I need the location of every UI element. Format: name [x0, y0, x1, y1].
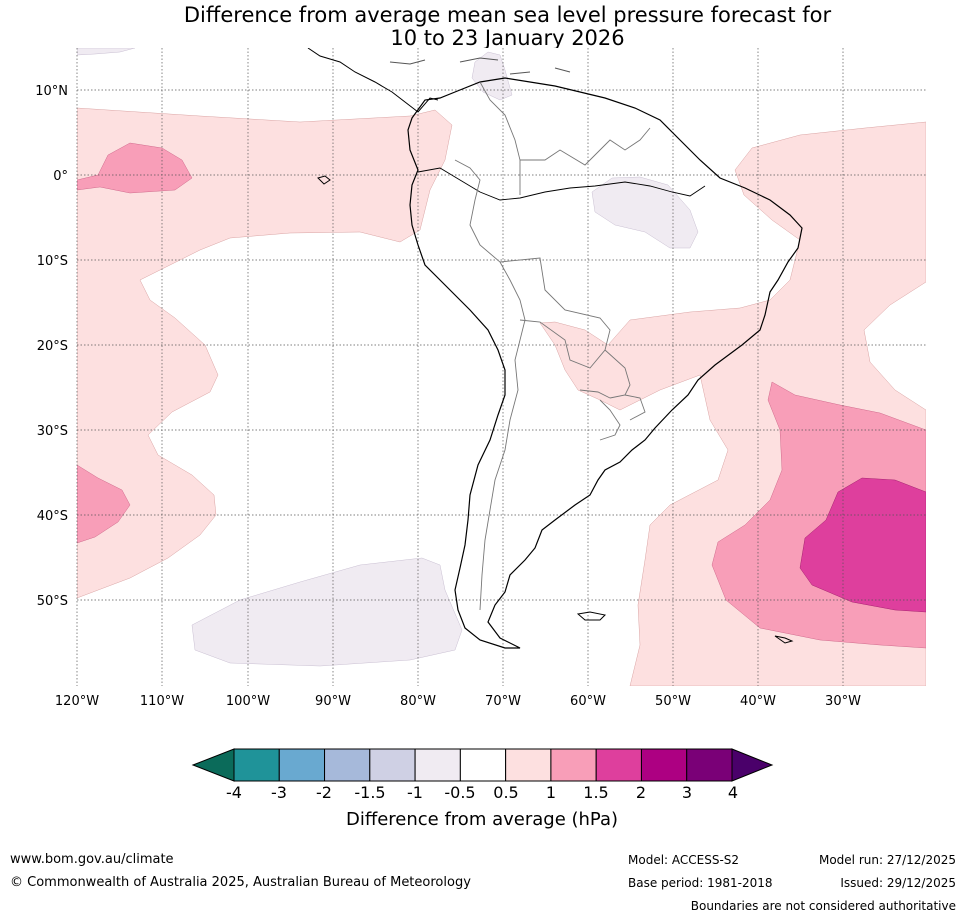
title-line-1: Difference from average mean sea level p… — [183, 3, 832, 27]
graticule — [76, 48, 926, 686]
latitude-labels: 10°N 0° 10°S 20°S 30°S 40°S 50°S — [35, 84, 68, 609]
falklands — [576, 611, 607, 621]
colorbar-tick: -1.5 — [354, 783, 385, 802]
anomaly-region-northwest-negative — [77, 48, 136, 56]
model-name: Model: ACCESS-S2 — [628, 853, 740, 867]
central-america-coastline — [307, 48, 439, 113]
boundary-disclaimer: Boundaries are not considered authoritat… — [690, 899, 956, 913]
colorbar-bin — [369, 748, 416, 782]
colorbar-bin — [324, 748, 371, 782]
model-run-date: Model run: 27/12/2025 — [818, 853, 956, 867]
colorbar-tick: 3 — [682, 783, 692, 802]
colorbar-tick: 2 — [636, 783, 646, 802]
colorbar-tick: 4 — [728, 783, 738, 802]
colorbar-bin — [640, 748, 688, 782]
lon-label: 90°W — [315, 694, 351, 709]
lon-label: 100°W — [226, 694, 270, 709]
colorbar-tick: 0.5 — [493, 783, 518, 802]
colorbar-tick-labels: -4 -3 -2 -1.5 -1 -0.5 0.5 1 1.5 2 3 4 — [226, 783, 738, 802]
colorbar-bin — [414, 748, 461, 782]
lon-label: 50°W — [655, 694, 691, 709]
caribbean-islands — [389, 57, 571, 75]
colorbar-bin — [278, 748, 326, 782]
map-title: Difference from average mean sea level p… — [0, 4, 965, 50]
anomaly-field — [77, 48, 926, 686]
anomaly-region-west-pacific — [77, 464, 131, 544]
colorbar-tick: 1.5 — [583, 783, 608, 802]
colorbar-over-arrow — [731, 748, 774, 782]
anomaly-region-southeast-pacific-negative — [191, 557, 463, 667]
anomaly-region-amazon-negative — [591, 176, 699, 249]
south-america-coastline — [407, 77, 803, 649]
colorbar-bin — [595, 748, 642, 782]
lat-label: 50°S — [37, 594, 68, 609]
country-borders — [454, 81, 651, 611]
lon-label: 70°W — [485, 694, 521, 709]
colorbar-tick: 1 — [546, 783, 556, 802]
galapagos — [317, 175, 331, 185]
base-period: Base period: 1981-2018 — [628, 876, 773, 890]
anomaly-region-caribbean-negative — [471, 51, 513, 101]
colorbar-tick: -3 — [271, 783, 287, 802]
colorbar-bin — [233, 748, 280, 782]
copyright-notice: © Commonwealth of Australia 2025, Austra… — [10, 875, 471, 890]
colorbar: -4 -3 -2 -1.5 -1 -0.5 0.5 1 1.5 2 3 4 Di… — [191, 748, 774, 830]
south-georgia — [774, 635, 794, 644]
colorbar-tick: -0.5 — [444, 783, 475, 802]
anomaly-region-south-atlantic-strong — [799, 477, 926, 613]
lon-label: 40°W — [740, 694, 776, 709]
issued-date: Issued: 29/12/2025 — [840, 876, 956, 890]
colorbar-tick: -1 — [407, 783, 423, 802]
colorbar-bin — [550, 748, 597, 782]
coastlines — [307, 48, 803, 649]
colorbar-label: Difference from average (hPa) — [346, 809, 618, 830]
colorbar-tick: -4 — [226, 783, 242, 802]
anomaly-region-equatorial-pacific — [77, 142, 193, 194]
lon-label: 120°W — [55, 694, 99, 709]
longitude-labels: 120°W 110°W 100°W 90°W 80°W 70°W 60°W 50… — [55, 694, 861, 709]
lon-label: 60°W — [570, 694, 606, 709]
website-link[interactable]: www.bom.gov.au/climate — [10, 852, 174, 867]
lon-label: 80°W — [400, 694, 436, 709]
colorbar-bin — [686, 748, 733, 782]
lat-label: 20°S — [37, 339, 68, 354]
colorbar-bins — [233, 748, 733, 782]
title-line-2: 10 to 23 January 2026 — [390, 26, 625, 50]
lat-label: 0° — [53, 169, 68, 184]
lon-label: 30°W — [825, 694, 861, 709]
lat-label: 40°S — [37, 509, 68, 524]
colorbar-bin — [459, 748, 507, 782]
anomaly-region-pacific-positive — [77, 107, 453, 599]
amazon-river — [417, 167, 706, 201]
lat-label: 10°S — [37, 254, 68, 269]
lat-label: 10°N — [35, 84, 68, 99]
colorbar-tick: -2 — [316, 783, 332, 802]
lat-label: 30°S — [37, 424, 68, 439]
colorbar-bin — [505, 748, 552, 782]
lon-label: 110°W — [140, 694, 184, 709]
colorbar-under-arrow — [191, 748, 235, 782]
